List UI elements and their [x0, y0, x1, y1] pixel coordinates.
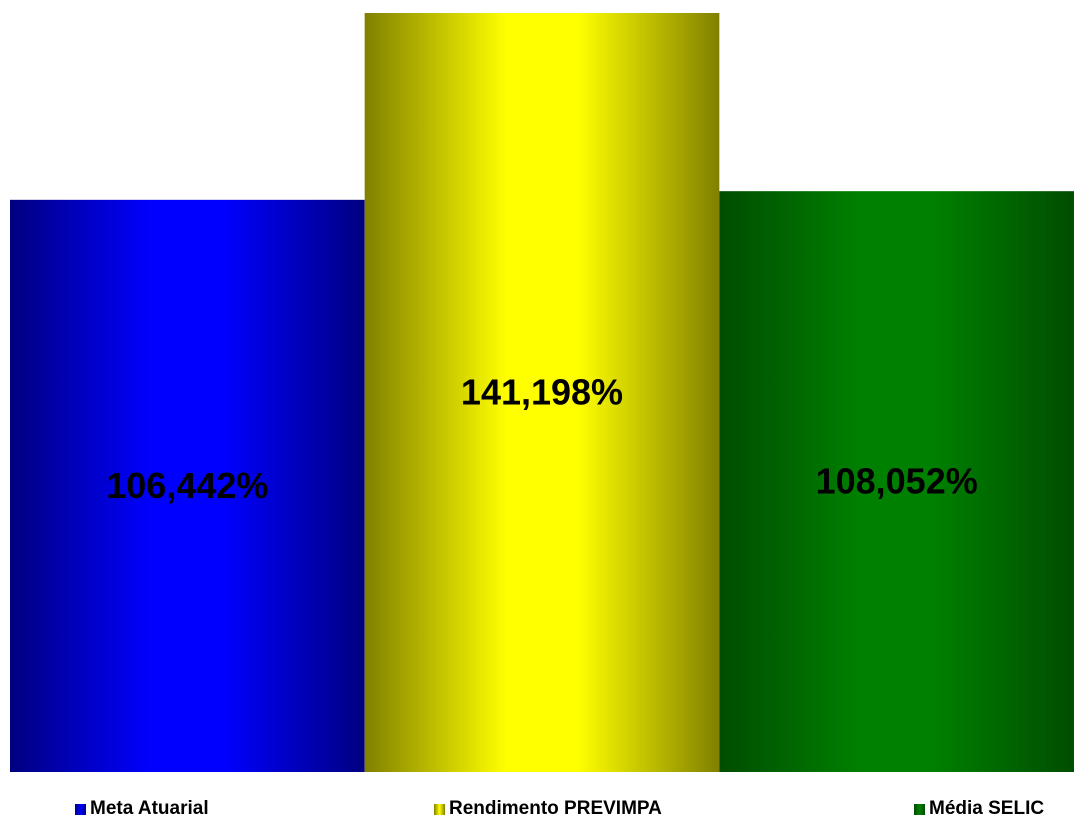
- legend-label-media-selic: Média SELIC: [929, 798, 1045, 819]
- chart-legend: Meta Atuarial Rendimento PREVIMPA Média …: [0, 798, 1074, 822]
- bar-meta-atuarial: [10, 199, 365, 772]
- legend-swatch-meta-atuarial: [75, 803, 86, 815]
- bar-media-selic: [719, 191, 1074, 772]
- bar-chart: 106,442% 141,198% 108,052%: [10, 13, 1074, 772]
- legend-item-media-selic: Média SELIC: [914, 798, 1044, 820]
- data-label-media-selic: 108,052%: [816, 461, 978, 502]
- legend-item-meta-atuarial: Meta Atuarial: [75, 798, 209, 820]
- legend-label-rendimento-previmpa: Rendimento PREVIMPA: [449, 798, 662, 819]
- legend-swatch-rendimento-previmpa: [434, 803, 445, 815]
- data-label-meta-atuarial: 106,442%: [106, 465, 268, 506]
- data-label-rendimento-previmpa: 141,198%: [461, 372, 623, 413]
- legend-item-rendimento-previmpa: Rendimento PREVIMPA: [434, 798, 662, 820]
- legend-label-meta-atuarial: Meta Atuarial: [90, 798, 209, 819]
- legend-swatch-media-selic: [914, 803, 925, 815]
- bar-rendimento-previmpa: [364, 13, 720, 772]
